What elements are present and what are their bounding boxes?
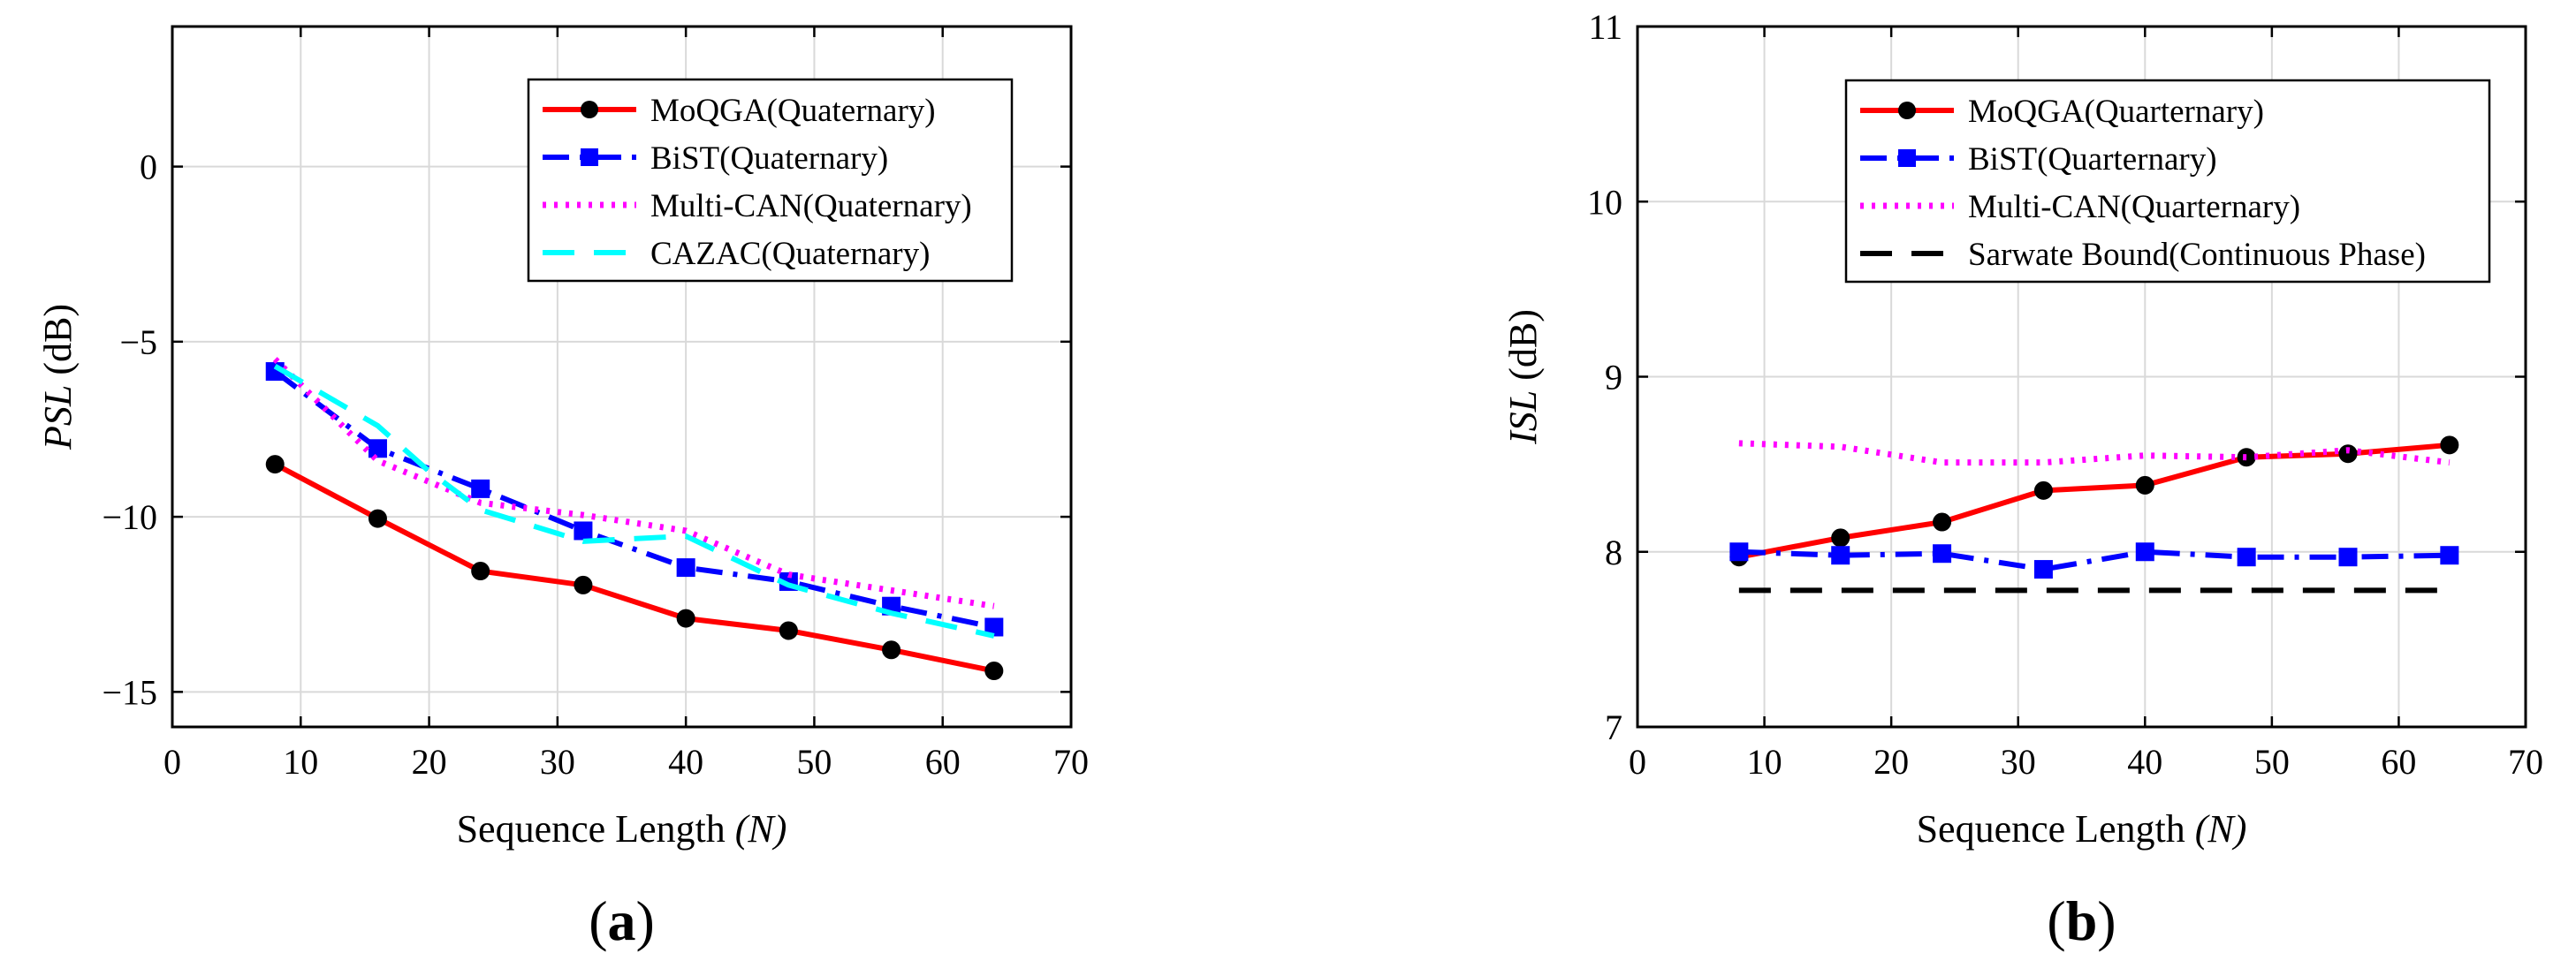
x-tick-label: 50	[796, 742, 832, 782]
data-point	[1729, 542, 1749, 562]
x-tick-label: 30	[540, 742, 575, 782]
legend-label: CAZAC(Quaternary)	[650, 236, 930, 272]
x-axis-label: Sequence Length (N)	[1917, 807, 2247, 851]
data-point	[2033, 560, 2053, 579]
data-point	[2135, 542, 2154, 562]
legend-marker	[1898, 102, 1916, 119]
data-point	[676, 609, 695, 628]
y-axis-label: PSL (dB)	[36, 304, 80, 450]
series-line-1	[273, 369, 995, 630]
legend-label: MoQGA(Quarternary)	[1968, 94, 2264, 130]
legend-label: MoQGA(Quaternary)	[650, 93, 936, 129]
panel-label: (a)	[589, 889, 655, 952]
x-axis-label: Sequence Length (N)	[457, 807, 787, 851]
data-point	[2237, 548, 2256, 567]
legend-marker	[1898, 149, 1916, 167]
legend-label: Multi-CAN(Quaternary)	[650, 188, 972, 224]
y-tick-label: 7	[1605, 707, 1622, 747]
data-point	[2440, 546, 2459, 565]
data-point	[2338, 444, 2358, 464]
data-point	[574, 575, 593, 594]
y-tick-label: −5	[119, 322, 157, 362]
data-point	[779, 621, 798, 640]
data-point	[984, 617, 1004, 637]
legend-box	[527, 78, 1014, 283]
series-line-3	[273, 364, 995, 639]
data-point	[2237, 448, 2256, 467]
data-point	[368, 439, 387, 458]
axes-box	[171, 25, 1073, 729]
data-point	[471, 479, 490, 498]
data-point	[1933, 544, 1952, 564]
legend-label: Sarwate Bound(Continuous Phase)	[1968, 237, 2426, 273]
series-line-1	[1738, 549, 2450, 572]
data-point	[471, 562, 490, 581]
data-point	[984, 662, 1004, 681]
y-tick-label: 8	[1605, 533, 1622, 572]
legend-box	[1844, 79, 2491, 284]
x-tick-label: 40	[2127, 742, 2162, 782]
x-tick-label: 20	[412, 742, 447, 782]
legend-marker	[581, 101, 598, 118]
x-tick-label: 70	[1053, 742, 1089, 782]
y-tick-label: 9	[1605, 358, 1622, 397]
x-tick-label: 60	[925, 742, 961, 782]
x-tick-label: 10	[1747, 742, 1782, 782]
x-tick-label: 50	[2254, 742, 2290, 782]
x-tick-label: 40	[668, 742, 703, 782]
y-tick-label: −10	[102, 497, 157, 537]
panel-label: (b)	[2047, 889, 2116, 952]
y-tick-label: 11	[1588, 7, 1622, 47]
data-point	[1831, 546, 1850, 565]
legend-label: Multi-CAN(Quarternary)	[1968, 189, 2300, 225]
panel-b: 0 10 20 30 40 50 60 70 7 8 9 10 11 Sequence Length (N…	[1501, 7, 2543, 952]
y-tick-label: 0	[140, 148, 157, 187]
legend: MoQGA(Quaternary) BiST(Quaternary) Multi-C…	[527, 78, 1014, 283]
x-tick-label: 70	[2508, 742, 2543, 782]
x-tick-label: 30	[2001, 742, 2036, 782]
series-line-2	[272, 357, 995, 609]
series-line-2	[1738, 440, 2451, 466]
y-axis-label: ISL (dB)	[1501, 309, 1545, 445]
data-point	[265, 455, 285, 474]
legend-label: BiST(Quaternary)	[650, 140, 888, 177]
data-point	[2033, 480, 2053, 500]
y-tick-label: 10	[1587, 182, 1622, 222]
data-point	[1933, 512, 1952, 532]
series-line-0	[273, 461, 995, 674]
legend: MoQGA(Quarternary) BiST(Quarternary) Multi…	[1844, 79, 2491, 284]
x-tick-label: 0	[1629, 742, 1646, 782]
x-tick-label: 20	[1873, 742, 1909, 782]
x-tick-label: 0	[163, 742, 181, 782]
series-line-0	[1738, 442, 2451, 560]
data-point	[2135, 475, 2154, 495]
legend-label: BiST(Quarternary)	[1968, 141, 2217, 178]
panel-a: 0 10 20 30 40 50 60 70 0 −5 −10 −15 Sequence Length …	[36, 25, 1089, 952]
data-point	[574, 521, 593, 541]
x-tick-label: 60	[2381, 742, 2416, 782]
data-point	[2440, 435, 2459, 455]
legend-marker	[581, 148, 598, 166]
data-point	[2338, 548, 2358, 567]
data-point	[1831, 528, 1850, 548]
data-point	[882, 640, 901, 660]
data-point	[368, 509, 387, 528]
data-point	[676, 558, 695, 578]
y-tick-label: −15	[102, 672, 157, 712]
x-tick-label: 10	[283, 742, 318, 782]
